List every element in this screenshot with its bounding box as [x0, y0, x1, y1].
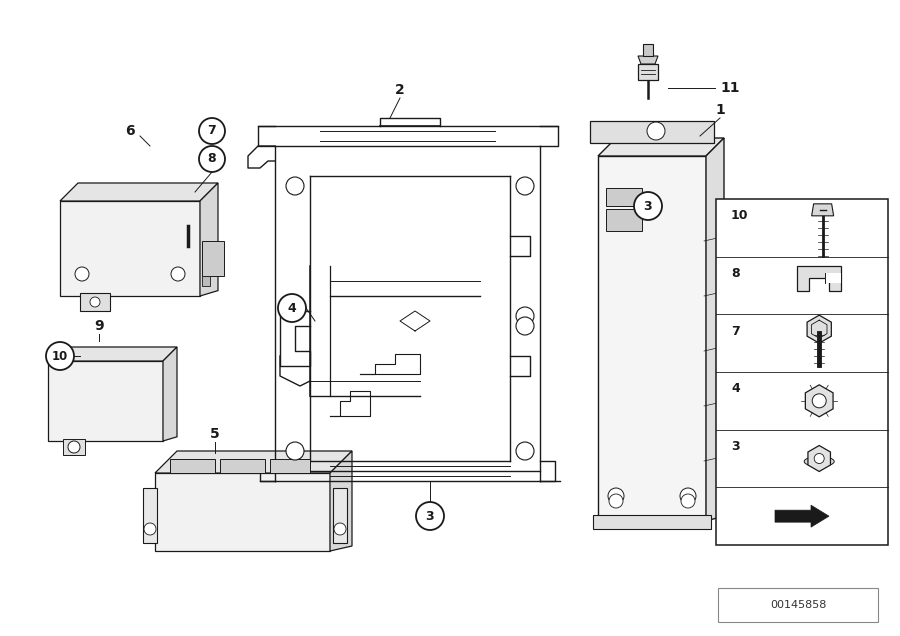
Text: 5: 5	[210, 427, 220, 441]
Circle shape	[812, 394, 826, 408]
Text: 3: 3	[426, 509, 435, 523]
Text: 00145858: 00145858	[770, 600, 826, 610]
Bar	[606, 209, 642, 231]
Bar	[716, 199, 888, 545]
Bar	[220, 459, 265, 473]
Text: 3: 3	[731, 440, 740, 453]
Circle shape	[286, 177, 304, 195]
Circle shape	[90, 297, 100, 307]
Circle shape	[144, 523, 156, 535]
Circle shape	[75, 267, 89, 281]
Text: 9: 9	[94, 319, 104, 333]
Polygon shape	[48, 361, 163, 441]
Circle shape	[199, 146, 225, 172]
Polygon shape	[598, 156, 706, 521]
Bar	[643, 44, 653, 56]
Bar	[593, 515, 711, 529]
Bar	[270, 459, 310, 473]
Bar	[590, 121, 714, 143]
Circle shape	[680, 488, 696, 504]
Text: 4: 4	[731, 382, 740, 395]
Polygon shape	[155, 473, 330, 551]
Circle shape	[334, 523, 346, 535]
Circle shape	[278, 294, 306, 322]
Text: 1: 1	[716, 103, 724, 117]
Text: 2: 2	[395, 83, 405, 97]
Polygon shape	[638, 64, 658, 80]
Polygon shape	[638, 56, 658, 64]
Bar	[606, 188, 642, 206]
Text: 10: 10	[731, 209, 749, 222]
Polygon shape	[706, 138, 724, 521]
Circle shape	[46, 342, 74, 370]
Polygon shape	[163, 347, 177, 441]
Circle shape	[516, 442, 534, 460]
Circle shape	[199, 118, 225, 144]
Text: 11: 11	[720, 81, 740, 95]
Text: 7: 7	[731, 324, 740, 338]
Bar	[202, 241, 224, 276]
Circle shape	[171, 267, 185, 281]
Polygon shape	[48, 347, 177, 361]
Ellipse shape	[805, 457, 834, 466]
Circle shape	[516, 317, 534, 335]
Circle shape	[516, 177, 534, 195]
Polygon shape	[202, 276, 210, 286]
Circle shape	[286, 442, 304, 460]
Polygon shape	[598, 138, 724, 156]
Text: 4: 4	[288, 301, 296, 314]
Text: 3: 3	[644, 200, 652, 212]
Circle shape	[68, 441, 80, 453]
Bar	[170, 459, 215, 473]
Circle shape	[681, 494, 695, 508]
Circle shape	[634, 192, 662, 220]
Text: 8: 8	[208, 153, 216, 165]
Polygon shape	[808, 445, 831, 471]
Polygon shape	[330, 451, 352, 551]
Bar	[63, 439, 85, 455]
Circle shape	[814, 453, 824, 464]
Polygon shape	[807, 315, 832, 343]
Polygon shape	[200, 183, 218, 296]
Polygon shape	[60, 201, 200, 296]
Bar	[143, 488, 157, 543]
Polygon shape	[775, 505, 829, 527]
Polygon shape	[60, 183, 218, 201]
Polygon shape	[806, 385, 833, 417]
Circle shape	[609, 494, 623, 508]
Circle shape	[516, 307, 534, 325]
Bar	[80, 293, 110, 311]
Text: 6: 6	[125, 124, 135, 138]
Polygon shape	[825, 272, 842, 282]
Text: 8: 8	[731, 267, 740, 280]
Polygon shape	[155, 451, 352, 473]
Circle shape	[647, 122, 665, 140]
Polygon shape	[797, 265, 842, 291]
Text: 7: 7	[208, 125, 216, 137]
Circle shape	[416, 502, 444, 530]
Bar	[718, 588, 878, 622]
Text: 10: 10	[52, 350, 68, 363]
Polygon shape	[812, 204, 833, 216]
Bar	[333, 488, 347, 543]
Circle shape	[608, 488, 624, 504]
